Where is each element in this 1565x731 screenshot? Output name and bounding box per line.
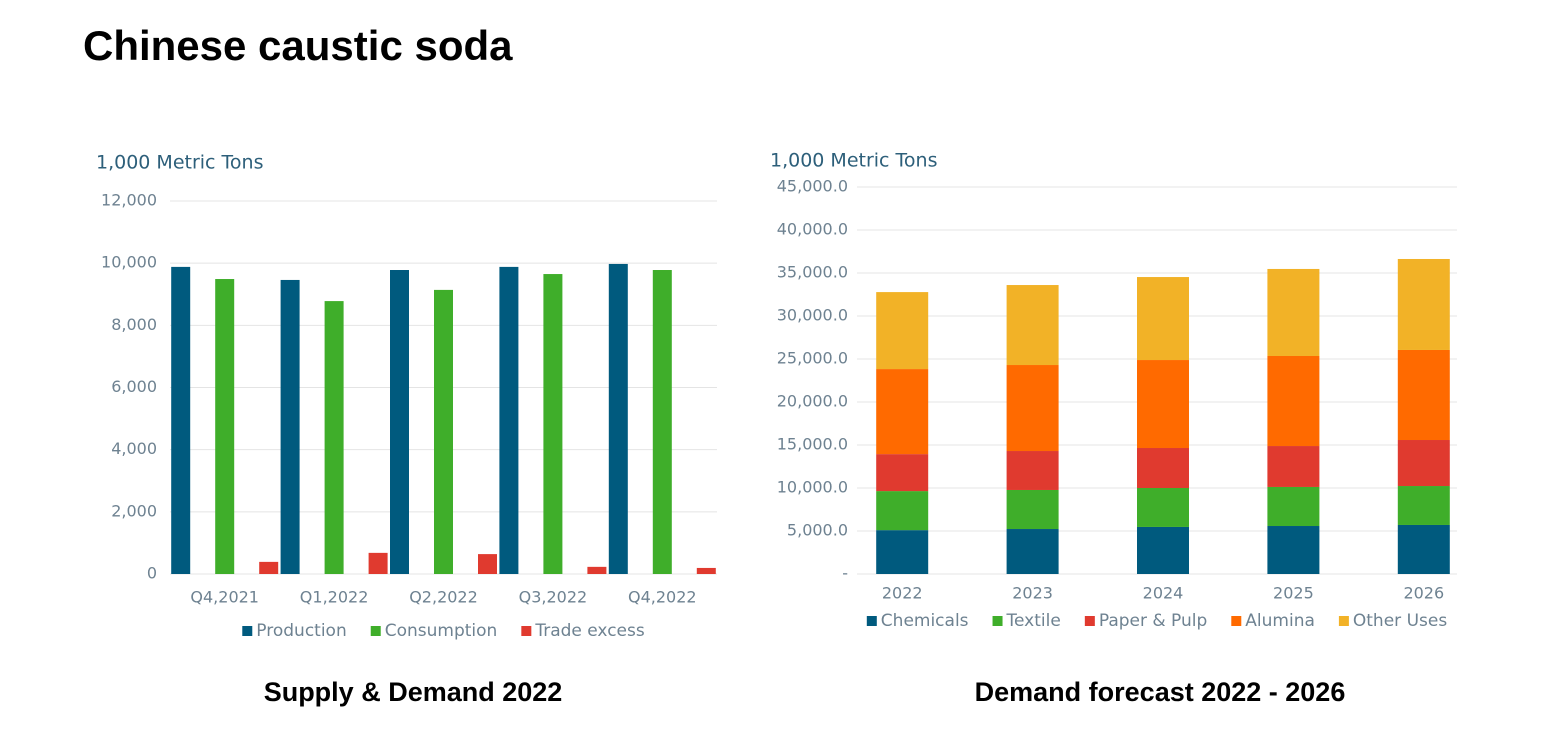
- bar: [171, 266, 191, 574]
- bar: [390, 270, 409, 574]
- y-axis-unit: 1,000 Metric Tons: [770, 150, 937, 172]
- x-tick-label: Q1,2022: [300, 588, 369, 607]
- bar-segment: [876, 369, 929, 455]
- bar: [215, 279, 235, 574]
- legend-swatch: [866, 616, 877, 626]
- bar-segment: [1006, 285, 1059, 366]
- bar-segment: [1397, 440, 1450, 487]
- legend-label: Consumption: [385, 621, 498, 641]
- bar-segment: [1397, 486, 1450, 525]
- bar: [478, 554, 497, 574]
- bar: [587, 566, 607, 574]
- y-tick-label: 25,000.0: [777, 349, 848, 368]
- legend-label: Production: [256, 621, 346, 641]
- bar-segment: [876, 292, 929, 370]
- y-tick-label: 4,000: [111, 439, 157, 458]
- bar-segment: [1397, 258, 1450, 350]
- x-tick-label: Q4,2022: [628, 588, 697, 607]
- legend-label: Other Uses: [1353, 611, 1447, 631]
- y-tick-label: 35,000.0: [777, 263, 848, 282]
- x-tick-label: 2023: [1012, 584, 1053, 603]
- bar-segment: [1006, 529, 1059, 574]
- legend-swatch: [242, 626, 253, 636]
- bar: [543, 274, 563, 574]
- legend-label: Textile: [1006, 611, 1061, 631]
- x-tick-label: 2026: [1403, 584, 1444, 603]
- legend-label: Alumina: [1245, 611, 1315, 631]
- bar-segment: [1137, 488, 1189, 527]
- legend-swatch: [1231, 616, 1242, 626]
- bar-segment: [1006, 365, 1059, 452]
- y-tick-label: 10,000.0: [777, 478, 848, 497]
- x-tick-label: 2022: [882, 584, 923, 603]
- bar-segment: [1267, 526, 1320, 574]
- bar-segment: [1397, 349, 1450, 441]
- legend-swatch: [992, 616, 1003, 626]
- legend-swatch: [1084, 616, 1095, 626]
- bar-segment: [1137, 360, 1189, 449]
- y-tick-label: 40,000.0: [777, 220, 848, 239]
- bar-segment: [1006, 489, 1059, 530]
- bar-segment: [1267, 486, 1320, 527]
- bar: [499, 266, 519, 574]
- x-tick-label: 2024: [1143, 584, 1184, 603]
- y-tick-label: 2,000: [111, 501, 157, 520]
- y-tick-label: 20,000.0: [777, 392, 848, 411]
- bar-segment: [876, 454, 929, 492]
- bar-segment: [1267, 446, 1320, 487]
- bar: [368, 552, 388, 574]
- x-tick-label: Q3,2022: [519, 588, 588, 607]
- legend-label: Paper & Pulp: [1099, 611, 1207, 631]
- legend-swatch: [521, 626, 532, 636]
- chart-caption: Demand forecast 2022 - 2026: [975, 677, 1346, 707]
- y-tick-label: -: [842, 564, 848, 583]
- bar-segment: [1397, 524, 1450, 574]
- legend-swatch: [370, 626, 381, 636]
- x-tick-label: 2025: [1273, 584, 1314, 603]
- bar-segment: [1267, 355, 1320, 447]
- legend-label: Chemicals: [881, 611, 969, 631]
- bar-segment: [1267, 268, 1320, 356]
- y-tick-label: 8,000: [111, 315, 157, 334]
- bar-segment: [876, 491, 929, 531]
- bar: [608, 263, 628, 574]
- bar-segment: [1137, 277, 1189, 361]
- bar: [280, 279, 300, 574]
- x-tick-label: Q4,2021: [190, 588, 259, 607]
- bar-segment: [1006, 451, 1059, 490]
- y-tick-label: 15,000.0: [777, 435, 848, 454]
- bar: [259, 561, 279, 574]
- bar-segment: [876, 530, 929, 574]
- y-tick-label: 10,000: [101, 253, 157, 272]
- bar: [652, 270, 672, 574]
- y-tick-label: 6,000: [111, 377, 157, 396]
- bar-segment: [1137, 526, 1189, 574]
- y-tick-label: 45,000.0: [777, 177, 848, 196]
- legend-swatch: [1338, 616, 1349, 626]
- y-tick-label: 12,000: [101, 191, 157, 210]
- slide-title: Chinese caustic soda: [83, 22, 513, 69]
- chart-caption: Supply & Demand 2022: [264, 677, 563, 707]
- bar: [324, 301, 344, 574]
- y-axis-unit: 1,000 Metric Tons: [96, 152, 263, 174]
- legend-label: Trade excess: [534, 621, 645, 641]
- y-tick-label: 30,000.0: [777, 306, 848, 325]
- bar: [696, 567, 716, 574]
- y-tick-label: 5,000.0: [787, 521, 848, 540]
- y-tick-label: 0: [147, 564, 157, 583]
- bar-segment: [1137, 448, 1189, 488]
- bar: [434, 289, 453, 574]
- x-tick-label: Q2,2022: [409, 588, 478, 607]
